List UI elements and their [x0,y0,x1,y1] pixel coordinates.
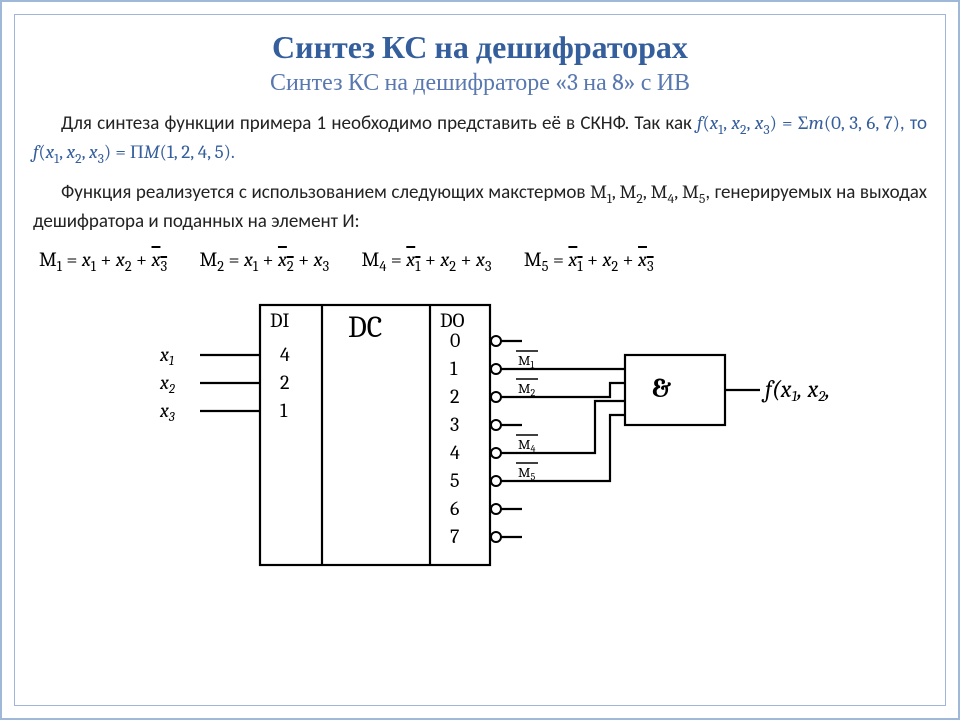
output-label: f(x1, x2, x3) [761,375,830,405]
slide-frame: Синтез КС на дешифраторах Синтез КС на д… [0,0,960,720]
svg-text:6: 6 [450,497,459,520]
svg-text:1: 1 [450,357,458,380]
svg-text:x3: x3 [159,399,175,425]
svg-text:M5: M5 [518,464,535,483]
svg-text:1: 1 [280,399,288,422]
svg-text:0: 0 [450,329,460,352]
eq-m1: M1 = x1 + x2 + x3 [39,248,167,271]
svg-text:M2: M2 [518,380,535,399]
wire-labels: M1 M2 M4 M5 [516,351,538,483]
svg-text:7: 7 [450,525,459,548]
svg-text:2: 2 [450,385,459,408]
page-title: Синтез КС на дешифраторах [33,29,927,66]
paragraph-1: Для синтеза функции примера 1 необходимо… [33,111,927,170]
maxterm-equations: M1 = x1 + x2 + x3 M2 = x1 + x2 + x3 M4 =… [39,248,927,275]
page-subtitle: Синтез КС на дешифраторе «3 на 8» с ИВ [33,68,927,97]
p1-lead: Для синтеза функции примера 1 необходимо… [61,112,692,135]
and-gate: & [625,355,760,425]
svg-text:4: 4 [280,343,290,366]
eq-m2: M2 = x1 + x2 + x3 [199,248,329,271]
svg-text:M1: M1 [518,352,534,371]
paragraph-2: Функция реализуется с использованием сле… [33,180,927,235]
eq-m5: M5 = x1 + x2 + x3 [524,248,654,271]
dc-label: DC [348,310,382,345]
svg-text:3: 3 [450,413,459,436]
svg-text:&: & [652,374,671,404]
svg-text:4: 4 [450,441,460,464]
p1-eq: f(x1, x2, x3) = Σm(0, 3, 6, 7) [697,112,900,134]
svg-text:x1: x1 [159,343,174,369]
svg-text:5: 5 [450,469,460,492]
eq-m4: M4 = x1 + x2 + x3 [362,248,492,271]
logic-diagram: DI DO DC x1 4 x2 2 x3 1 [130,285,830,585]
di-label: DI [270,309,290,332]
svg-text:x2: x2 [159,371,175,397]
svg-text:M4: M4 [518,436,535,455]
slide-inner: Синтез КС на дешифраторах Синтез КС на д… [14,14,946,706]
svg-text:2: 2 [280,371,289,394]
p2a: Функция реализуется с использованием сле… [61,181,590,204]
